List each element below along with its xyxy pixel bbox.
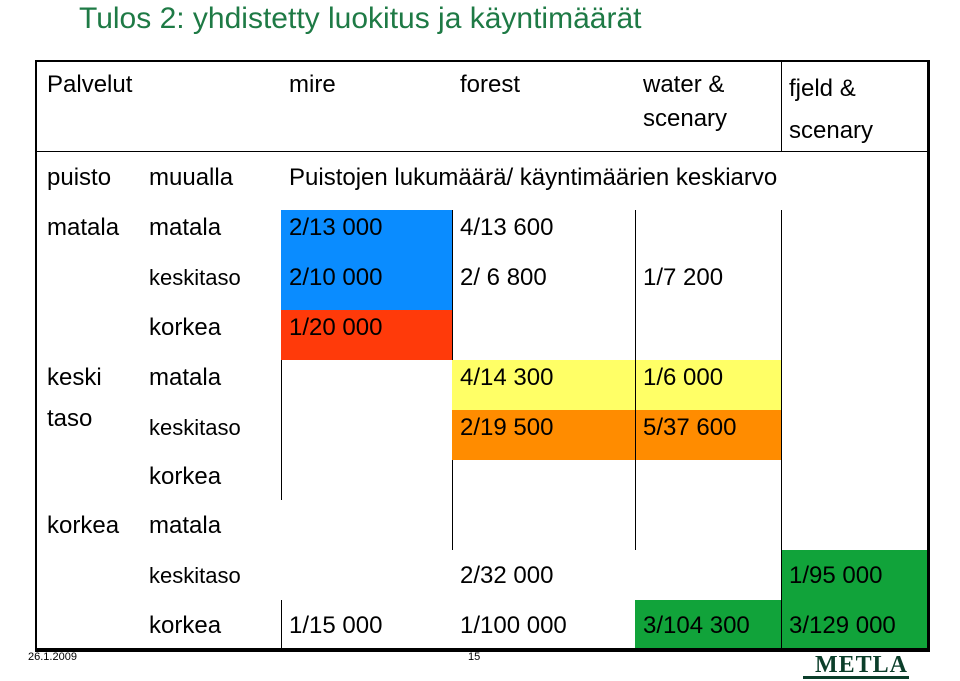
header-fjeld-line1: fjeld & bbox=[789, 75, 856, 102]
value-cell: 1/15 000 bbox=[289, 612, 383, 639]
grid-line bbox=[452, 460, 453, 550]
value-cell: 1/100 000 bbox=[460, 612, 567, 639]
metla-logo: METLA bbox=[815, 652, 909, 678]
value-cell: 1/95 000 bbox=[789, 562, 883, 589]
level-label: korkea bbox=[149, 612, 222, 639]
header-fjeld-scenary: fjeld & scenary bbox=[781, 68, 873, 152]
cell-bg-orange-1 bbox=[452, 410, 635, 460]
grid-line bbox=[35, 151, 930, 152]
group-matala: matala bbox=[47, 214, 120, 241]
cell-bg-green-1 bbox=[781, 550, 930, 600]
value-cell: 4/13 600 bbox=[460, 214, 554, 241]
value-cell: 3/129 000 bbox=[789, 612, 896, 639]
header-puisto: puisto bbox=[47, 164, 112, 191]
cell-bg-blue-2 bbox=[281, 260, 452, 310]
value-cell: 2/32 000 bbox=[460, 562, 554, 589]
header-mire: mire bbox=[289, 71, 336, 98]
value-cell: 5/37 600 bbox=[643, 414, 737, 441]
value-cell: 1/7 200 bbox=[643, 264, 724, 291]
level-label: matala bbox=[149, 512, 222, 539]
cell-bg-yellow-1 bbox=[452, 360, 635, 410]
value-cell: 2/10 000 bbox=[289, 264, 383, 291]
grid-line bbox=[452, 210, 453, 360]
header-muualla: muualla bbox=[149, 164, 234, 191]
cell-bg-green-2 bbox=[635, 600, 781, 652]
cell-bg-red-1 bbox=[281, 310, 452, 360]
cell-bg-yellow-2 bbox=[635, 360, 781, 410]
value-cell: 3/104 300 bbox=[643, 612, 750, 639]
header-forest: forest bbox=[460, 71, 521, 98]
grid-line bbox=[781, 210, 782, 652]
value-cell: 1/20 000 bbox=[289, 314, 383, 341]
footer-date: 26.1.2009 bbox=[28, 651, 77, 663]
metla-logo-icon bbox=[803, 676, 909, 679]
table-subtitle: Puistojen lukumäärä/ käyntimäärien keski… bbox=[289, 164, 778, 191]
header-water-line2: scenary bbox=[643, 105, 728, 132]
table-frame bbox=[35, 60, 930, 652]
grid-line bbox=[635, 210, 636, 550]
group-keski-line1: keski bbox=[47, 364, 102, 391]
value-cell: 2/13 000 bbox=[289, 214, 383, 241]
level-label: keskitaso bbox=[149, 415, 241, 440]
value-cell: 2/ 6 800 bbox=[460, 264, 547, 291]
level-label: matala bbox=[149, 364, 222, 391]
grid-line bbox=[281, 360, 282, 500]
cell-bg-green-3 bbox=[781, 600, 930, 652]
footer-page-number: 15 bbox=[468, 651, 481, 663]
level-label: matala bbox=[149, 214, 222, 241]
header-water-scenary: water & scenary bbox=[635, 68, 727, 136]
group-keski-line2: taso bbox=[47, 405, 93, 432]
header-water-line1: water & bbox=[643, 71, 725, 98]
header-fjeld-line2: scenary bbox=[789, 117, 874, 144]
grid-line bbox=[281, 600, 282, 652]
value-cell: 2/19 500 bbox=[460, 414, 554, 441]
grid-line bbox=[781, 60, 782, 151]
group-korkea: korkea bbox=[47, 512, 120, 539]
level-label: keskitaso bbox=[149, 563, 241, 588]
level-label: korkea bbox=[149, 463, 222, 490]
slide-title: Tulos 2: yhdistetty luokitus ja käyntimä… bbox=[79, 2, 642, 35]
level-label: keskitaso bbox=[149, 265, 241, 290]
cell-bg-blue-1 bbox=[281, 210, 452, 260]
header-palvelut: Palvelut bbox=[47, 71, 133, 98]
value-cell: 4/14 300 bbox=[460, 364, 554, 391]
cell-bg-orange-2 bbox=[635, 410, 781, 460]
value-cell: 1/6 000 bbox=[643, 364, 724, 391]
level-label: korkea bbox=[149, 314, 222, 341]
